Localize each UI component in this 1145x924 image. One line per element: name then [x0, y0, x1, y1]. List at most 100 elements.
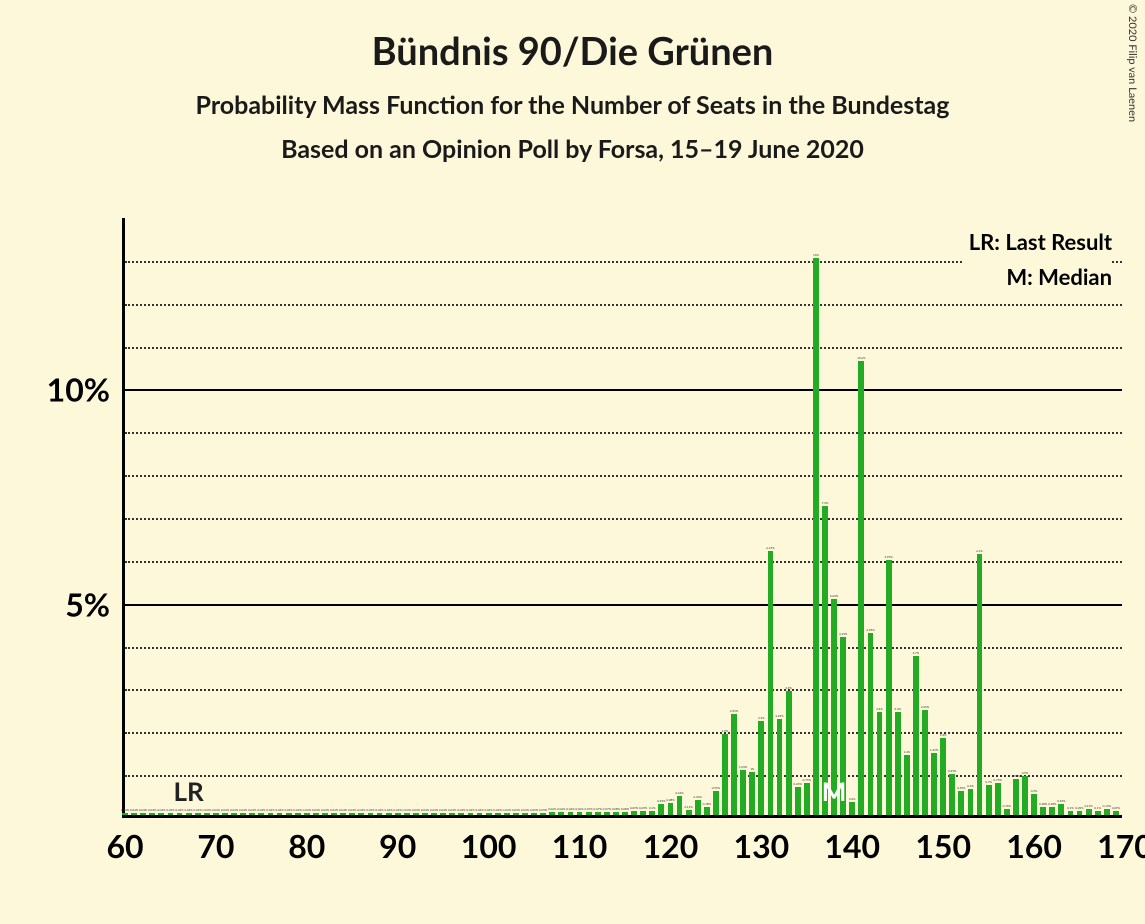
- bar-value-label: 0.09%: [630, 806, 638, 810]
- chart-subtitle-2: Based on an Opinion Poll by Forsa, 15–19…: [0, 134, 1145, 164]
- bar-value-label: 1.4%: [904, 750, 911, 754]
- bar-value-label: 0.06%: [566, 807, 574, 811]
- bar: 0.04%: [222, 813, 228, 815]
- bar: 0.04%: [177, 813, 183, 815]
- bar-value-label: 1.8%: [940, 733, 947, 737]
- bar: 0.04%: [231, 813, 237, 815]
- bar-value-label: 0.04%: [266, 808, 274, 812]
- bar: 0.04%: [295, 813, 301, 815]
- bar: 0.04%: [258, 813, 264, 815]
- bar: 0.04%: [322, 813, 328, 815]
- bar-value-label: 0.04%: [466, 808, 474, 812]
- bar: 0.04%: [368, 813, 374, 815]
- x-axis-label: 150: [915, 826, 971, 865]
- legend: LR: Last Result M: Median: [963, 224, 1112, 294]
- bar: 0.04%: [277, 813, 283, 815]
- bar: 0.5%: [1031, 794, 1037, 815]
- bar-value-label: 0.06%: [548, 807, 556, 811]
- gridline-minor: [125, 432, 1122, 434]
- bar-value-label: 0.6%: [967, 784, 974, 788]
- bar: 0.04%: [468, 813, 474, 815]
- bar: 0.15%: [1086, 809, 1092, 815]
- bar-value-label: 0.04%: [484, 808, 492, 812]
- bar-value-label: 0.55%: [712, 786, 720, 790]
- bar: 0.04%: [168, 813, 174, 815]
- bar: 0.04%: [440, 813, 446, 815]
- bar-value-label: 0.04%: [494, 808, 502, 812]
- bar: 0.08%: [622, 812, 628, 815]
- bar-value-label: 0.07%: [584, 807, 592, 811]
- bar: 0.55%: [713, 791, 719, 815]
- bar-value-label: 0.75%: [994, 778, 1002, 782]
- bar-value-label: 0.04%: [421, 808, 429, 812]
- gridline-minor: [125, 732, 1122, 734]
- bar-value-label: 4.25%: [866, 628, 874, 632]
- bar-value-label: 0.04%: [303, 808, 311, 812]
- bar-value-label: 2.9%: [785, 686, 792, 690]
- bar: 13%: [813, 258, 819, 815]
- legend-m: M: Median: [969, 259, 1112, 294]
- bar: 0.06%: [568, 812, 574, 815]
- bar: 0.04%: [331, 813, 337, 815]
- bar-value-label: 0.04%: [475, 808, 483, 812]
- bar: 0.04%: [340, 813, 346, 815]
- bar: 0.1%: [649, 811, 655, 815]
- lr-marker: LR: [174, 775, 204, 807]
- bar-value-label: 0.04%: [194, 808, 202, 812]
- bar: 2.2%: [758, 721, 764, 815]
- bar: 0.04%: [304, 813, 310, 815]
- gridline-minor: [125, 775, 1122, 777]
- bar: 0.04%: [486, 813, 492, 815]
- legend-lr: LR: Last Result: [969, 224, 1112, 259]
- bar: 0.04%: [186, 813, 192, 815]
- bar-value-label: 0.04%: [203, 808, 211, 812]
- bar-value-label: 4.15%: [839, 632, 847, 636]
- bar-value-label: 0.04%: [284, 808, 292, 812]
- bar-value-label: 0.06%: [557, 807, 565, 811]
- bar: 0.04%: [386, 813, 392, 815]
- bar: 2.25%: [777, 719, 783, 815]
- bar-value-label: 0.05%: [530, 808, 538, 812]
- bar-value-label: 0.04%: [139, 808, 147, 812]
- gridline-minor: [125, 561, 1122, 563]
- bar-value-label: 0.85%: [1012, 774, 1020, 778]
- bar-value-label: 0.04%: [148, 808, 156, 812]
- bar-value-label: 0.15%: [1003, 804, 1011, 808]
- bar: 0.7%: [986, 785, 992, 815]
- bar: 0.06%: [549, 812, 555, 815]
- x-axis-label: 90: [379, 826, 416, 865]
- bar: 7.2%: [822, 506, 828, 815]
- bar: 2.9%: [786, 691, 792, 815]
- x-axis-label: 140: [824, 826, 880, 865]
- bar-value-label: 0.08%: [612, 807, 620, 811]
- bar: 6.1%: [977, 554, 983, 815]
- y-axis-label: 5%: [0, 584, 110, 623]
- x-axis-label: 120: [643, 826, 699, 865]
- bar-value-label: 0.3%: [849, 797, 856, 801]
- bar: 0.36%: [695, 800, 701, 815]
- gridline-minor: [125, 304, 1122, 306]
- bar-value-label: 0.04%: [403, 808, 411, 812]
- bar-value-label: 0.04%: [294, 808, 302, 812]
- x-axis-label: 110: [552, 826, 608, 865]
- bar-value-label: 0.18%: [1039, 802, 1047, 806]
- bar: 0.04%: [358, 813, 364, 815]
- bar-value-label: 0.04%: [130, 808, 138, 812]
- bar: 0.05%: [540, 813, 546, 815]
- bar-value-label: 6.15%: [766, 546, 774, 550]
- bar-value-label: 0.04%: [457, 808, 465, 812]
- bar: 0.09%: [1113, 811, 1119, 815]
- bar: 1%: [749, 772, 755, 815]
- x-axis-label: 70: [197, 826, 234, 865]
- x-axis-label: 60: [106, 826, 143, 865]
- bar: 4.25%: [868, 633, 874, 815]
- gridline-minor: [125, 518, 1122, 520]
- bar: 0.04%: [122, 813, 128, 815]
- bar: 0.07%: [595, 812, 601, 815]
- bar-value-label: 0.25%: [1057, 799, 1065, 803]
- bar-value-label: 0.04%: [430, 808, 438, 812]
- bar: 0.04%: [213, 813, 219, 815]
- bar-value-label: 2.4%: [894, 707, 901, 711]
- x-axis-label: 160: [1006, 826, 1062, 865]
- bar-value-label: 0.04%: [248, 808, 256, 812]
